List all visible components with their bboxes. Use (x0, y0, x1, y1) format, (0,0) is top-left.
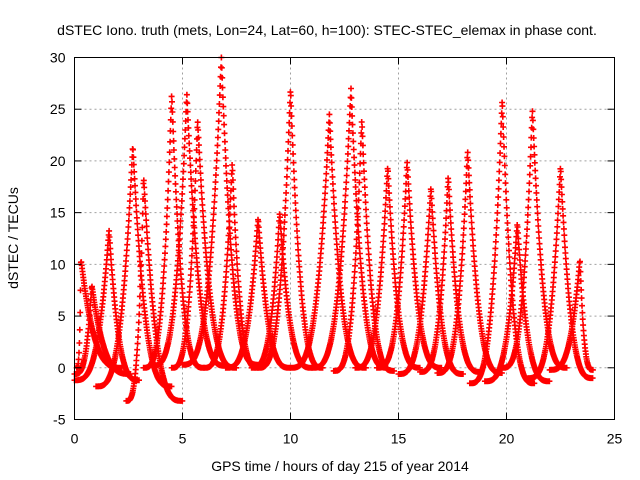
series-markers (546, 258, 596, 373)
y-tick-label: 25 (50, 101, 66, 117)
series-trace (417, 175, 484, 375)
series-markers (481, 222, 553, 385)
series-markers (417, 175, 484, 375)
x-tick-label: 15 (391, 431, 407, 447)
x-tick-label: 25 (607, 431, 623, 447)
y-tick-label: 5 (58, 308, 66, 324)
x-tick-label: 5 (179, 431, 187, 447)
chart-title: dSTEC Iono. truth (mets, Lon=24, Lat=60,… (57, 22, 597, 38)
x-tick-label: 20 (499, 431, 515, 447)
series-trace (149, 91, 229, 369)
series-markers (149, 91, 229, 369)
y-tick-label: 0 (58, 360, 66, 376)
y-tick-label: 10 (50, 256, 66, 272)
axis-ticks: 0 5 10 15 20 25 -5 0 5 10 15 20 25 30 (50, 50, 623, 447)
series-trace (546, 258, 596, 373)
y-tick-label: 20 (50, 153, 66, 169)
y-tick-label: 15 (50, 205, 66, 221)
y-tick-label: 30 (50, 50, 66, 66)
x-axis-label: GPS time / hours of day 215 of year 2014 (211, 458, 469, 474)
y-axis-label: dSTEC / TECUs (5, 187, 21, 289)
series-trace (481, 222, 553, 385)
data-series (71, 54, 596, 404)
y-tick-label: -5 (53, 412, 66, 428)
plot-frame (74, 57, 615, 420)
x-tick-label: 0 (71, 431, 79, 447)
x-tick-label: 10 (283, 431, 299, 447)
